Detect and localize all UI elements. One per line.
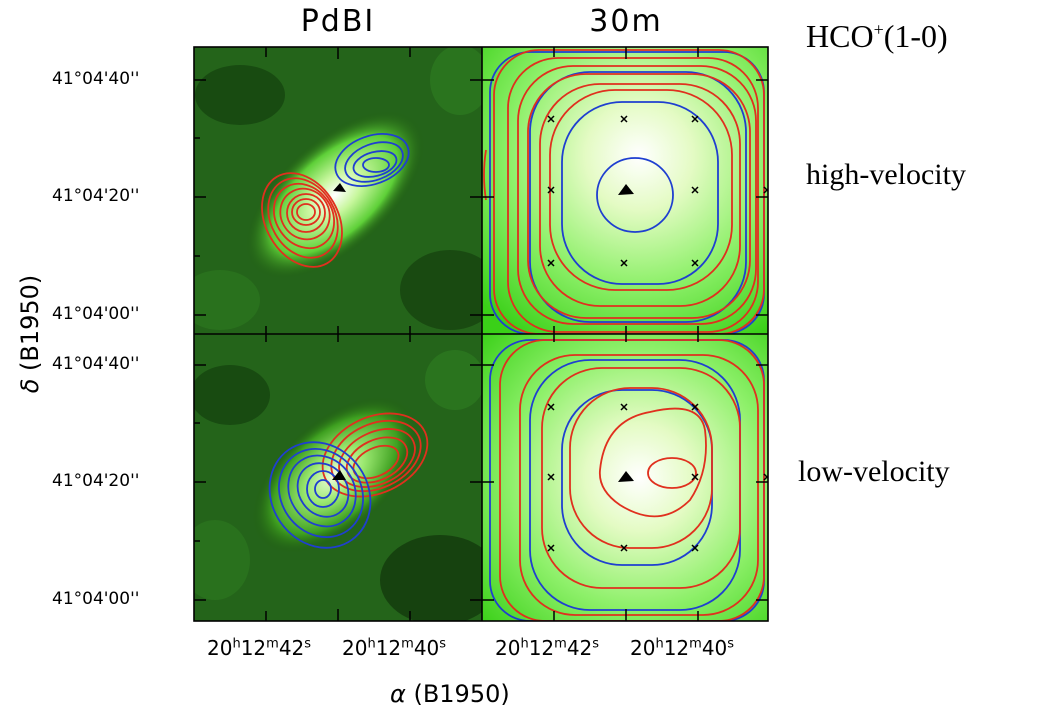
x-axis-symbol: α bbox=[390, 680, 406, 708]
row-label-high-velocity: high-velocity bbox=[806, 158, 966, 191]
ytick-label: 41°04'00'' bbox=[52, 589, 140, 609]
y-axis-symbol: δ bbox=[16, 378, 44, 394]
xtick-label: 20h12m42s bbox=[207, 636, 312, 660]
axis-ticks bbox=[194, 47, 768, 621]
y-axis-label: δ (B1950) bbox=[16, 254, 44, 414]
ytick-label: 41°04'20'' bbox=[52, 471, 140, 491]
row-label-low-velocity: low-velocity bbox=[798, 455, 950, 488]
molecule-label: HCO+(1-0) bbox=[806, 18, 948, 55]
source-marker-icon bbox=[333, 183, 346, 192]
x-axis-label: α (B1950) bbox=[390, 680, 510, 708]
panel-pdbi-low bbox=[194, 334, 482, 621]
molecule-transition: (1-0) bbox=[883, 18, 948, 54]
column-header-30m: 30m bbox=[589, 4, 663, 39]
blue-lobe-contours bbox=[334, 133, 410, 187]
ytick-label: 41°04'40'' bbox=[52, 69, 140, 89]
x-axis-text: (B1950) bbox=[405, 680, 510, 708]
ytick-label: 41°04'40'' bbox=[52, 354, 140, 374]
column-header-pdbi: PdBI bbox=[300, 4, 376, 39]
panel-30m-high bbox=[482, 47, 768, 334]
molecule-base: HCO bbox=[806, 18, 874, 54]
pointing-cross-icons bbox=[547, 115, 768, 267]
panel-frames bbox=[193, 46, 769, 622]
molecule-charge: + bbox=[873, 19, 884, 40]
xtick-label: 20h12m40s bbox=[630, 636, 735, 660]
panel-pdbi-high bbox=[194, 47, 482, 334]
y-axis-text: (B1950) bbox=[16, 274, 44, 379]
panel-30m-low bbox=[482, 334, 768, 621]
ytick-label: 41°04'00'' bbox=[52, 304, 140, 324]
xtick-label: 20h12m42s bbox=[495, 636, 600, 660]
ytick-label: 41°04'20'' bbox=[52, 186, 140, 206]
xtick-label: 20h12m40s bbox=[342, 636, 447, 660]
red-lobe-contours bbox=[261, 172, 343, 268]
